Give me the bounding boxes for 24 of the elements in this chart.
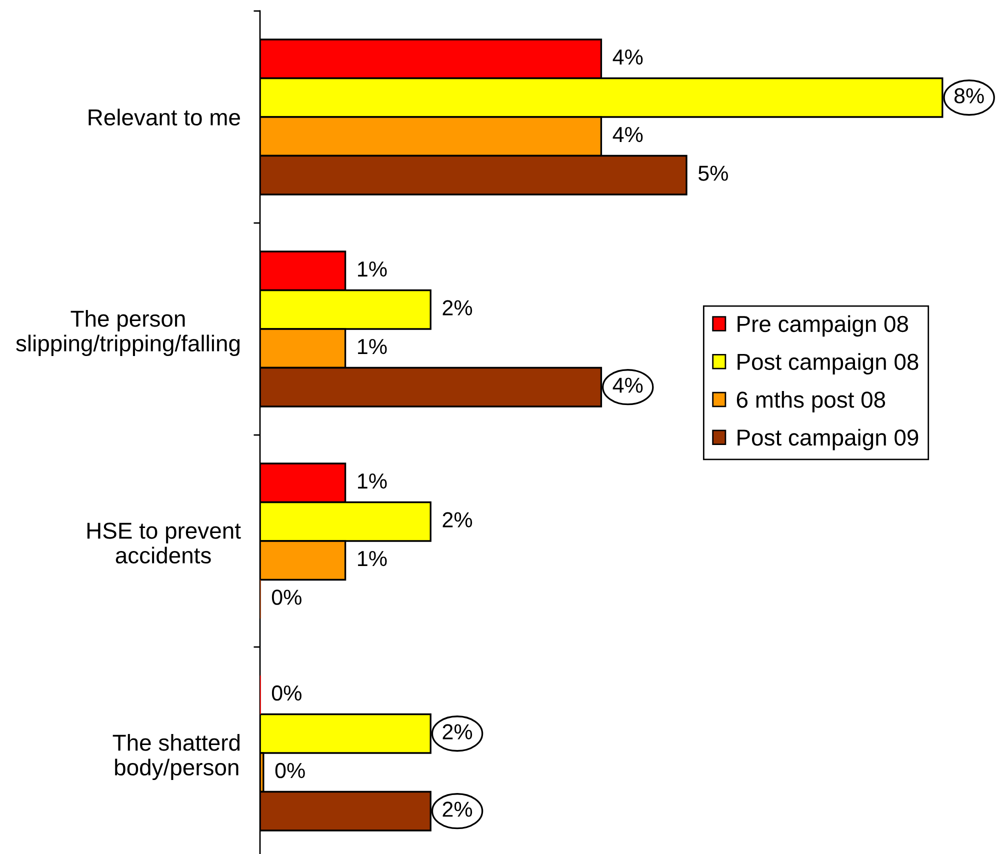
- annotation: 8%: [954, 88, 984, 104]
- y-tick-label: The person slipping/tripping/falling: [16, 310, 240, 356]
- data-label: 0%: [272, 590, 302, 605]
- legend-label: 6 mths post 08: [736, 390, 886, 412]
- data-label: 0%: [272, 685, 302, 701]
- data-label: 5%: [698, 166, 728, 181]
- legend-label: Post campaign 09: [738, 428, 918, 450]
- data-label: 4%: [612, 127, 643, 142]
- y-tick-label: The shatterd body/person: [112, 734, 240, 780]
- data-label: 1%: [358, 474, 387, 489]
- data-label: 2%: [442, 300, 472, 316]
- data-label: 0%: [275, 762, 305, 778]
- data-label: 4%: [612, 50, 643, 65]
- annotation: 2%: [442, 724, 472, 740]
- annotation: 4%: [612, 378, 643, 393]
- y-tick-label: HSE to prevent accidents: [87, 522, 241, 564]
- legend-label: Pre campaign 08: [738, 315, 908, 337]
- data-label: 1%: [358, 262, 387, 277]
- annotation: 2%: [442, 802, 472, 817]
- legend-label: Post campaign 08: [738, 353, 918, 374]
- y-tick-label: Relevant to me: [88, 108, 240, 126]
- data-label: 1%: [358, 339, 387, 354]
- data-label: 2%: [442, 512, 472, 528]
- data-label: 1%: [358, 551, 387, 566]
